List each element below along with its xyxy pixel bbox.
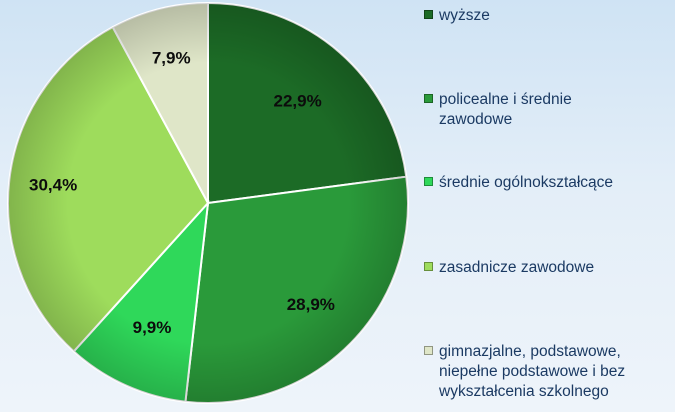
legend-swatch — [424, 262, 433, 271]
slice-label: 22,9% — [273, 92, 321, 111]
legend-item: gimnazjalne, podstawowe, niepełne podsta… — [424, 342, 625, 402]
legend-line: niepełne podstawowe i bez — [439, 363, 626, 380]
legend-line: zawodowe — [439, 111, 513, 128]
legend-line: gimnazjalne, podstawowe, — [439, 343, 621, 360]
slice-label: 9,9% — [133, 318, 172, 337]
legend-item: wyższe — [424, 6, 490, 26]
legend-text: policealne i średnie zawodowe — [439, 90, 572, 130]
legend-item: średnie ogólnokształcące — [424, 173, 613, 193]
legend-line: wykształcenia szkolnego — [439, 383, 609, 400]
legend-item: policealne i średnie zawodowe — [424, 90, 572, 130]
legend-text: wyższe — [439, 6, 490, 26]
legend-line: wyższe — [439, 7, 490, 24]
legend: wyższe policealne i średnie zawodowe śre… — [424, 0, 675, 412]
legend-text: gimnazjalne, podstawowe, niepełne podsta… — [439, 342, 625, 402]
legend-item: zasadnicze zawodowe — [424, 258, 594, 278]
slice-label: 7,9% — [152, 49, 191, 68]
slice-label: 30,4% — [29, 175, 77, 194]
legend-swatch — [424, 10, 433, 19]
legend-text: zasadnicze zawodowe — [439, 258, 594, 278]
legend-swatch — [424, 177, 433, 186]
legend-text: średnie ogólnokształcące — [439, 173, 613, 193]
legend-line: średnie ogólnokształcące — [439, 174, 614, 191]
pie-slice — [184, 175, 409, 404]
legend-line: zasadnicze zawodowe — [439, 259, 595, 276]
slice-label: 28,9% — [287, 295, 335, 314]
legend-line: policealne i średnie — [439, 91, 572, 108]
legend-swatch — [424, 346, 433, 355]
legend-swatch — [424, 94, 433, 103]
